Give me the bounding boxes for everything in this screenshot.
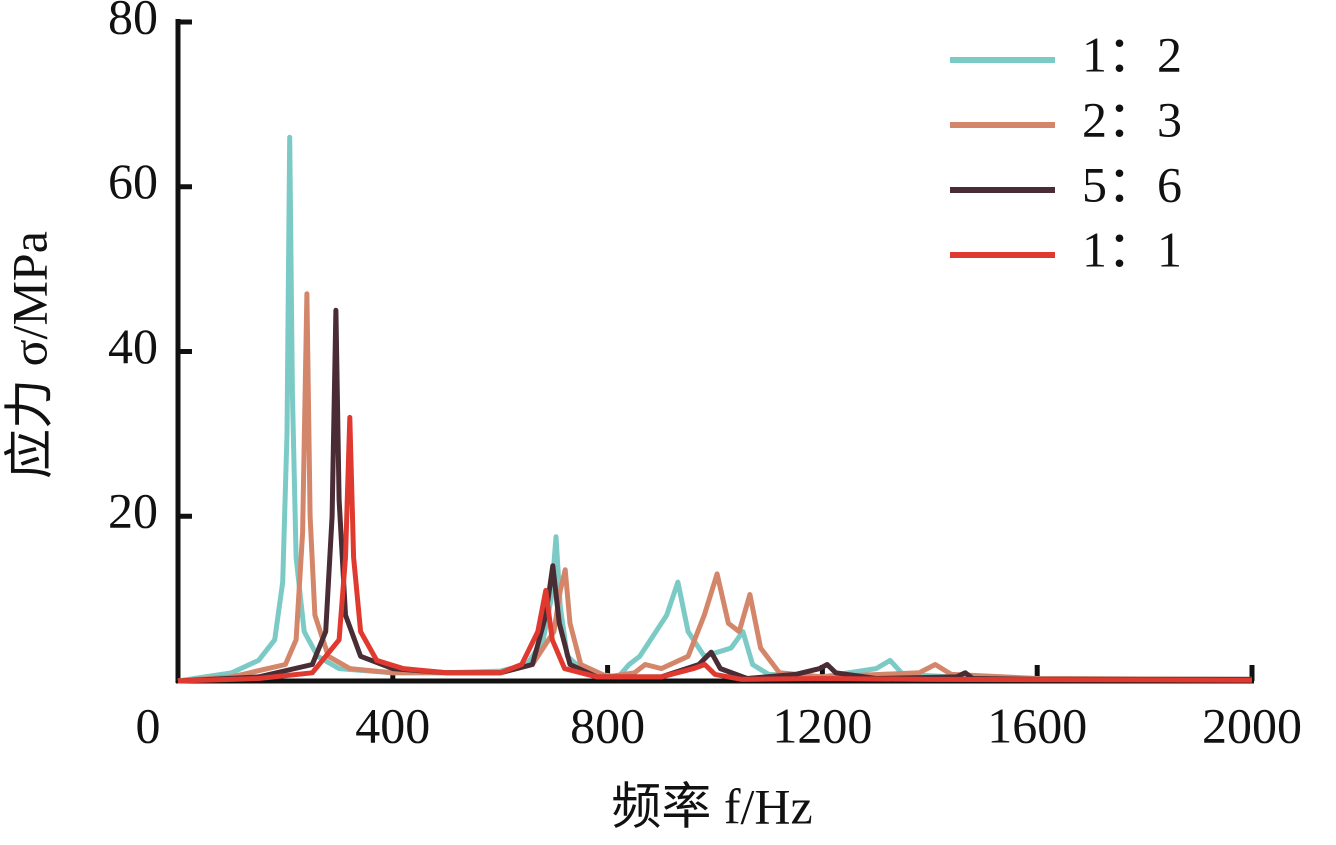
y-axis-label: 应力 σ/MPa [1,231,57,479]
series-line [177,414,1253,684]
legend-label: 5：6 [1082,156,1182,212]
x-tick-label: 2000 [1202,697,1302,753]
x-tick-label: 1200 [772,697,872,753]
x-axis-label: 频率 f/Hz [611,778,812,834]
y-tick-label: 40 [108,318,158,374]
y-tick-label: 60 [108,153,158,209]
series-line [177,291,1253,684]
x-tick-label: 400 [355,697,430,753]
y-tick-label: 80 [108,0,158,44]
x-tick-label: 800 [570,697,645,753]
legend-label: 2：3 [1082,91,1182,147]
legend-label: 1：1 [1082,221,1182,277]
legend-label: 1：2 [1082,26,1182,82]
y-tick-label: 20 [108,483,158,539]
x-tick-label: 0 [136,697,161,753]
x-tick-label: 1600 [987,697,1087,753]
